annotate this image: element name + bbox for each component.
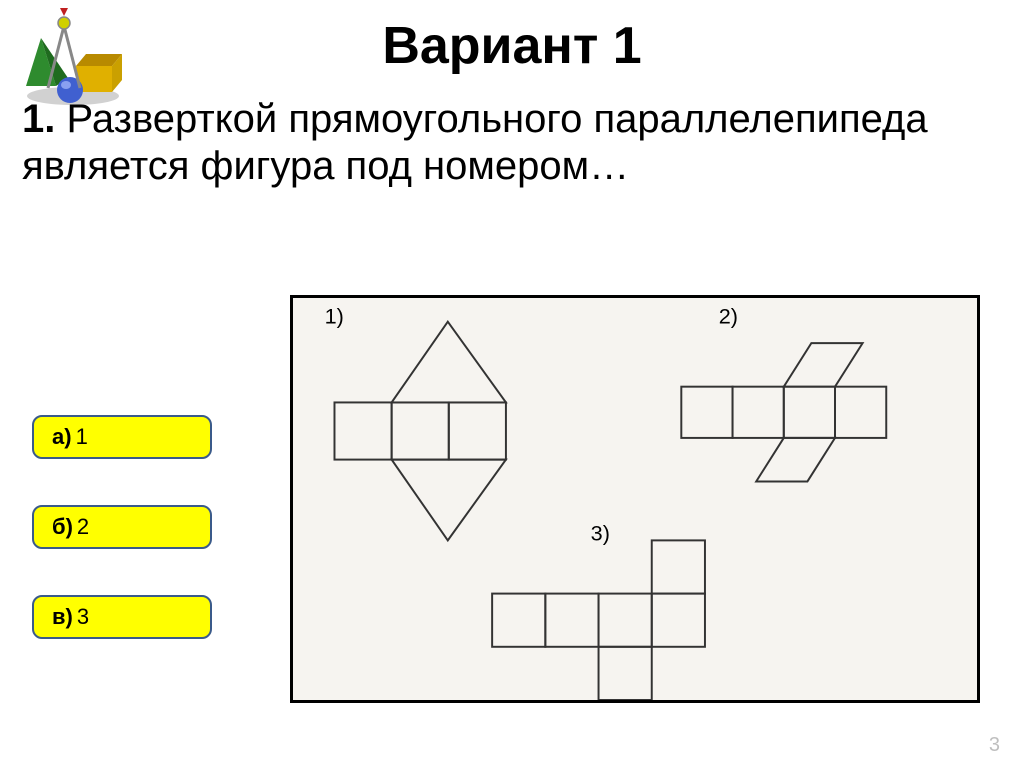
answer-option-b[interactable]: б) 2 [32,505,212,549]
page-number: 3 [989,734,1000,757]
answer-option-a[interactable]: а) 1 [32,415,212,459]
svg-text:3): 3) [591,520,610,545]
geometry-logo-icon [18,8,128,123]
answer-value: 3 [77,604,89,630]
svg-text:1): 1) [325,304,344,329]
answer-letter: в) [52,604,73,630]
answer-list: а) 1 б) 2 в) 3 [32,415,212,639]
figures-panel: 1) 2) 3) [290,295,980,703]
answer-letter: а) [52,424,72,450]
answer-option-c[interactable]: в) 3 [32,595,212,639]
answer-letter: б) [52,514,73,540]
svg-text:2): 2) [719,304,738,329]
answer-value: 2 [77,514,89,540]
question-text: 1. Разверткой прямоугольного параллелепи… [20,96,1004,190]
answer-value: 1 [76,424,88,450]
question-body: Разверткой прямоугольного параллелепипед… [22,97,928,188]
slide-title: Вариант 1 [20,16,1004,76]
